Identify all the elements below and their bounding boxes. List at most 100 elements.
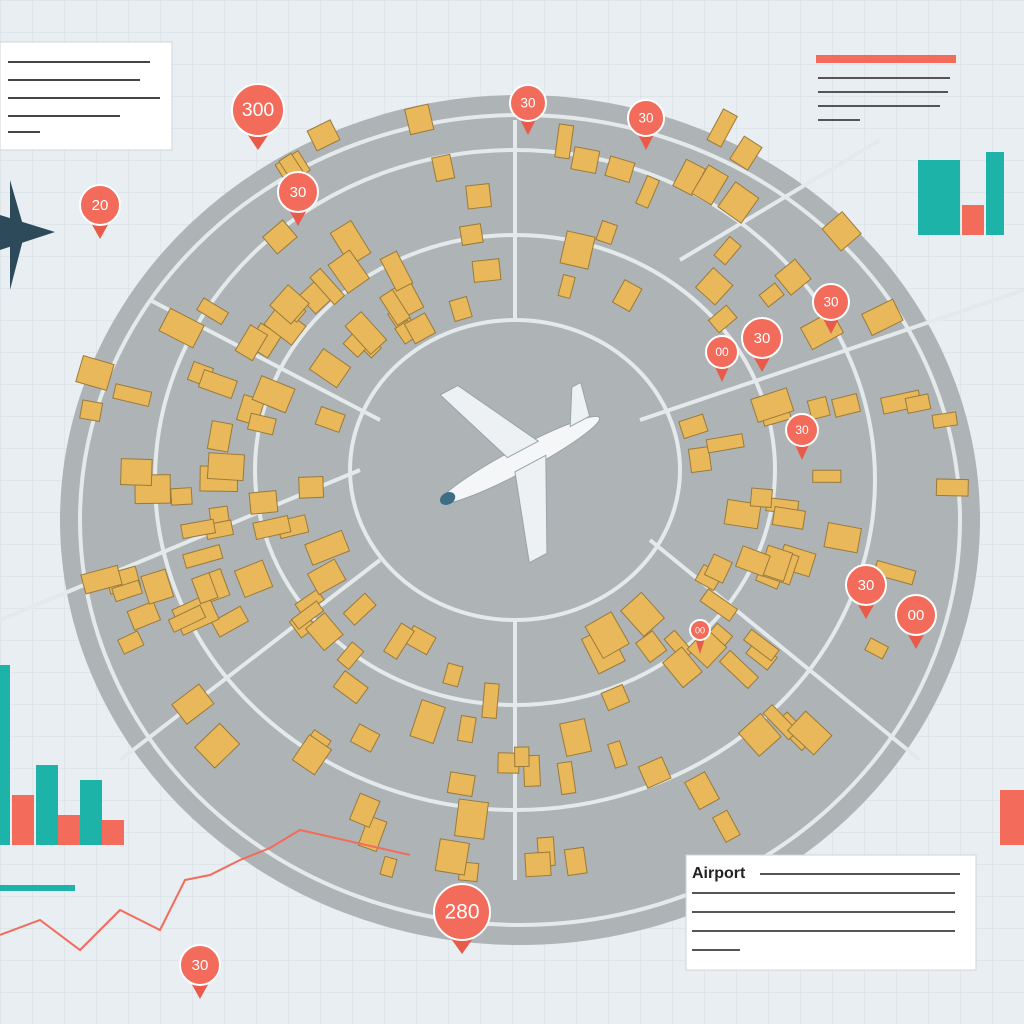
building-block <box>336 641 365 671</box>
building-block <box>635 174 661 209</box>
marker-pin <box>714 364 730 382</box>
panel-text-lines <box>8 61 160 133</box>
building-block <box>262 219 298 255</box>
building-block <box>251 375 296 414</box>
marker-pin <box>90 221 110 239</box>
marker-circle <box>79 184 121 226</box>
building-block <box>140 568 175 605</box>
marker-pin <box>519 117 537 135</box>
building-block <box>348 792 381 829</box>
marker-circle <box>705 335 739 369</box>
marker-circle <box>277 171 319 213</box>
building-block <box>180 518 217 540</box>
building-block <box>304 529 351 566</box>
building-block <box>357 815 388 853</box>
building-block <box>678 413 709 440</box>
building-block <box>379 288 411 327</box>
building-block <box>557 273 576 300</box>
marker-label: 00 <box>715 345 729 359</box>
building-block <box>329 219 372 267</box>
building-block <box>620 591 666 638</box>
building-block <box>309 267 346 306</box>
marker-circle <box>179 944 221 986</box>
marker-pin <box>637 132 655 150</box>
building-block <box>570 146 601 175</box>
building-block <box>823 522 863 554</box>
marker-label: 280 <box>444 901 479 924</box>
marker-pin <box>906 631 926 649</box>
panel-text-lines <box>818 77 950 121</box>
building-block <box>584 611 630 660</box>
marker-label: 300 <box>242 99 275 121</box>
building-block <box>563 846 588 877</box>
building-block <box>298 475 325 499</box>
building-block <box>111 579 144 603</box>
building-block <box>306 119 341 152</box>
building-block <box>904 393 932 414</box>
building-block <box>694 266 734 306</box>
marker-circle <box>433 883 491 941</box>
marker: 20 <box>79 184 121 239</box>
marker-circle <box>741 317 783 359</box>
building-block <box>742 628 780 662</box>
marker-circle <box>627 99 665 137</box>
marker-circle <box>812 283 850 321</box>
building-block <box>210 605 250 638</box>
building-block <box>706 108 739 148</box>
building-block <box>446 771 476 798</box>
building-block <box>75 354 115 392</box>
airplane <box>439 381 601 564</box>
building-block <box>379 250 414 292</box>
building-block <box>314 405 346 434</box>
building-block <box>771 506 807 530</box>
building-block <box>206 452 246 482</box>
building-block <box>806 395 831 421</box>
marker: 280 <box>433 883 491 954</box>
building-block <box>595 219 619 246</box>
marker-pin <box>190 981 210 999</box>
building-block <box>514 746 530 768</box>
marker-label: 30 <box>520 96 535 111</box>
building-block <box>634 630 668 664</box>
bar-chart <box>0 152 1024 891</box>
building-block <box>434 838 470 876</box>
building-block <box>349 723 381 753</box>
building-block <box>182 544 224 569</box>
building-block <box>821 211 862 252</box>
building-block <box>703 553 733 584</box>
building-block <box>774 258 812 296</box>
building-block <box>327 249 371 294</box>
building-block <box>170 487 193 506</box>
marker-label: 30 <box>754 330 771 347</box>
marker-circle <box>845 564 887 606</box>
building-block <box>637 756 672 789</box>
building-block <box>600 683 631 712</box>
building-block <box>290 600 325 630</box>
building-block <box>931 411 959 429</box>
building-block <box>379 855 398 878</box>
building-block <box>935 478 969 497</box>
marker-pin <box>288 208 308 226</box>
marker: 30 <box>812 283 850 334</box>
building-block <box>611 279 643 313</box>
marker-label: 30 <box>290 184 307 201</box>
building-block <box>332 670 369 705</box>
building-block <box>718 649 760 690</box>
building-block <box>684 771 721 811</box>
side-airplane <box>0 180 55 290</box>
building-block <box>717 181 760 224</box>
building-block <box>234 324 269 362</box>
trend-line <box>0 828 411 952</box>
building-block <box>711 809 741 843</box>
marker-pin <box>794 442 810 460</box>
building-block <box>126 600 162 631</box>
marker: 30 <box>627 99 665 150</box>
building-block <box>713 235 742 266</box>
marker-pin <box>822 316 840 334</box>
building-block <box>117 630 145 655</box>
building-block <box>246 412 277 436</box>
building-block <box>707 304 738 334</box>
building-block <box>233 559 274 599</box>
marker-label: 30 <box>192 957 209 974</box>
